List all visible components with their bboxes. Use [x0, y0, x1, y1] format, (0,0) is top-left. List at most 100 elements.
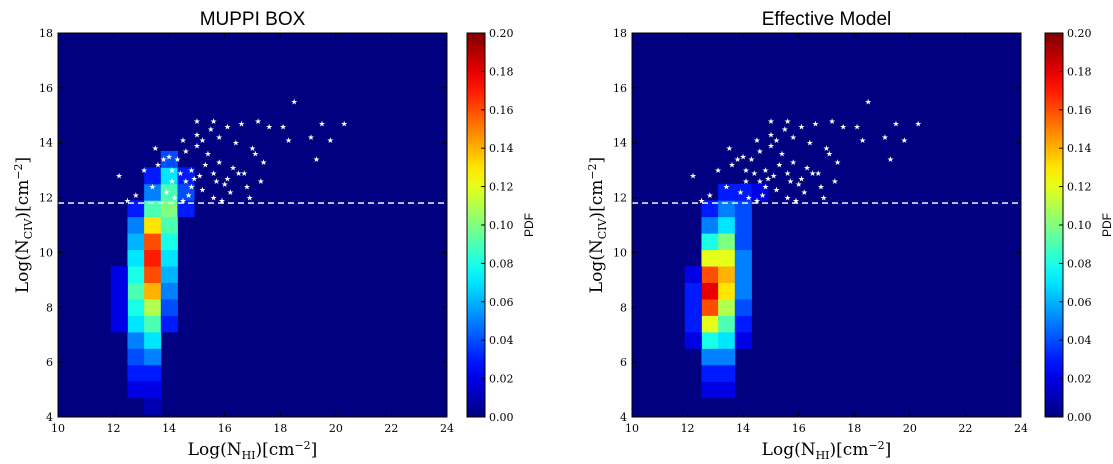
plot-background [632, 33, 1021, 417]
x-axis-label-mid: )[cm [256, 440, 295, 460]
colorbar-tick-label: 0.08 [489, 257, 514, 270]
y-tick-label: 16 [613, 82, 627, 95]
scatter-point: ★ [230, 163, 237, 172]
heatmap-cell [177, 200, 195, 218]
heatmap-cell [684, 331, 702, 349]
scatter-point: ★ [179, 196, 186, 205]
scatter-point: ★ [249, 144, 256, 153]
x-tick-label: 10 [51, 422, 65, 435]
scatter-point: ★ [770, 172, 777, 181]
heatmap-cell [160, 299, 178, 316]
x-axis-label-sub: HI [816, 449, 830, 462]
heatmap-cell [160, 167, 178, 185]
heatmap-cell [110, 315, 128, 333]
heatmap-cell [160, 150, 178, 168]
scatter-point: ★ [124, 196, 131, 205]
scatter-point: ★ [252, 150, 259, 159]
heatmap-cell [127, 381, 145, 399]
scatter-point: ★ [778, 150, 785, 159]
colorbar-tick-label: 0.18 [1067, 65, 1092, 78]
scatter-point: ★ [706, 191, 713, 200]
scatter-point: ★ [715, 166, 722, 175]
y-tick-label: 6 [46, 356, 53, 369]
heatmap-cell [734, 282, 752, 300]
scatter-point: ★ [160, 155, 167, 164]
heatmap-cell [144, 348, 162, 366]
heatmap-cell [718, 216, 736, 234]
heatmap-cell [684, 266, 702, 283]
scatter-point: ★ [199, 136, 206, 145]
scatter-point: ★ [831, 177, 838, 186]
y-axis-label-mid: )[cm [587, 180, 607, 219]
scatter-point: ★ [765, 174, 772, 183]
heatmap-cell [144, 331, 162, 349]
scatter-point: ★ [815, 169, 822, 178]
colorbar-tick-label: 0.00 [1067, 411, 1092, 424]
x-axis-label: Log(NHI)[cm−2] [188, 439, 318, 462]
scatter-point: ★ [806, 139, 813, 148]
scatter-point: ★ [241, 169, 248, 178]
scatter-point: ★ [792, 196, 799, 205]
heatmap-cell [718, 183, 736, 201]
scatter-point: ★ [235, 169, 242, 178]
heatmap-cell [701, 299, 719, 316]
scatter-point: ★ [829, 117, 836, 126]
heatmap-cell [734, 216, 752, 234]
scatter-point: ★ [795, 180, 802, 189]
heatmap-cell [718, 249, 736, 267]
scatter-point: ★ [809, 169, 816, 178]
scatter-point: ★ [141, 166, 148, 175]
heatmap-cell [734, 233, 752, 251]
x-tick-label: 18 [273, 422, 287, 435]
y-axis-label-sup: −2 [586, 163, 599, 179]
scatter-point: ★ [728, 161, 735, 170]
heatmap-cell [127, 200, 145, 218]
scatter-point: ★ [168, 177, 175, 186]
y-tick-label: 12 [613, 192, 627, 205]
x-axis-label-mid: )[cm [830, 440, 869, 460]
scatter-point: ★ [291, 98, 298, 107]
x-axis-label-sub: HI [242, 449, 256, 462]
scatter-point: ★ [812, 120, 819, 129]
scatter-point: ★ [753, 196, 760, 205]
scatter-point: ★ [762, 166, 769, 175]
scatter-point: ★ [163, 188, 170, 197]
y-axis-label-prefix: Log(N [13, 239, 33, 293]
y-tick-label: 18 [613, 27, 627, 40]
panel-2: ★★★★★ ★★ ★★★★★★ ★★★★★★ ★★★★★★★★★★★★★★★★★ ★★★★… [586, 9, 1113, 462]
scatter-point: ★ [784, 117, 791, 126]
heatmap-cell [734, 200, 752, 218]
y-tick-label: 4 [46, 411, 53, 424]
colorbar-tick-label: 0.20 [489, 27, 514, 40]
scatter-point: ★ [193, 131, 200, 140]
x-tick-label: 14 [736, 422, 750, 435]
chart-title: MUPPI BOX [200, 9, 306, 30]
scatter-point: ★ [698, 196, 705, 205]
colorbar-tick-label: 0.10 [489, 219, 514, 232]
scatter-point: ★ [762, 183, 769, 192]
scatter-point: ★ [784, 194, 791, 203]
scatter-point: ★ [182, 177, 189, 186]
heatmap-cell [177, 167, 195, 185]
y-tick-label: 10 [39, 246, 53, 259]
scatter-point: ★ [798, 174, 805, 183]
scatter-point: ★ [745, 194, 752, 203]
colorbar-tick-label: 0.10 [1067, 219, 1092, 232]
y-axis-label-prefix: Log(N [587, 239, 607, 293]
y-tick-label: 16 [39, 82, 53, 95]
scatter-point: ★ [901, 136, 908, 145]
heatmap-cell [127, 216, 145, 234]
scatter-point: ★ [152, 144, 159, 153]
scatter-point: ★ [307, 133, 314, 142]
scatter-point: ★ [257, 177, 264, 186]
heatmap-cell [160, 233, 178, 251]
y-tick-label: 14 [613, 137, 627, 150]
heatmap-cell [127, 348, 145, 366]
scatter-point: ★ [188, 183, 195, 192]
colorbar-tick-label: 0.20 [1067, 27, 1092, 40]
scatter-point: ★ [753, 136, 760, 145]
colorbar-tick-label: 0.06 [489, 296, 514, 309]
scatter-point: ★ [193, 142, 200, 151]
scatter-point: ★ [318, 120, 325, 129]
heatmap-cell [718, 266, 736, 283]
